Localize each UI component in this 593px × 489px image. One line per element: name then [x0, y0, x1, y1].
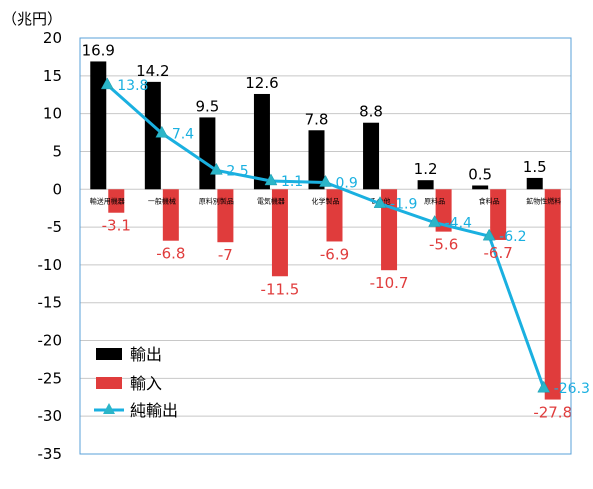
- export-bar: [90, 61, 107, 190]
- y-tick-label: -20: [38, 332, 63, 350]
- export-value-label: 0.5: [468, 165, 492, 183]
- y-tick-label: 5: [52, 142, 62, 160]
- export-bar: [253, 93, 270, 190]
- legend-label-net: 純輸出: [130, 401, 178, 420]
- import-bar: [326, 189, 343, 242]
- import-value-label: -5.6: [429, 236, 458, 254]
- y-tick-label: 0: [52, 180, 62, 198]
- net-export-marker: [482, 228, 496, 241]
- legend-label-import: 輸入: [130, 374, 162, 393]
- net-export-value-label: 0.9: [336, 175, 358, 191]
- category-label: 一般機械: [148, 196, 176, 205]
- export-bar: [144, 81, 161, 190]
- net-export-value-label: -6.2: [499, 229, 526, 245]
- import-value-label: -3.1: [102, 217, 131, 235]
- category-label: 食料品: [479, 196, 500, 205]
- net-export-marker: [428, 215, 442, 227]
- export-value-label: 1.5: [523, 158, 547, 176]
- plot-frame: [79, 37, 572, 455]
- net-export-value-label: 2.5: [226, 163, 248, 179]
- export-bar: [363, 122, 380, 190]
- import-bar: [490, 189, 507, 240]
- net-export-value-label: -1.9: [390, 197, 417, 213]
- export-bar: [199, 117, 216, 190]
- y-tick-label: -30: [38, 407, 63, 425]
- import-bar: [544, 189, 561, 400]
- net-export-marker: [264, 173, 278, 186]
- net-export-marker: [373, 196, 387, 208]
- y-tick-label: -5: [47, 218, 62, 236]
- net-export-marker: [319, 174, 332, 187]
- bars: [90, 61, 561, 400]
- export-value-label: 16.9: [82, 41, 115, 59]
- export-value-label: 8.8: [359, 103, 383, 121]
- net-export-value-label: -26.3: [554, 381, 590, 397]
- category-label: 原料別製品: [199, 196, 234, 205]
- y-unit-label: （兆円）: [2, 10, 62, 28]
- import-value-label: -6.8: [156, 245, 185, 263]
- legend-label-export: 輸出: [130, 345, 162, 364]
- import-value-label: -10.7: [370, 274, 409, 292]
- category-label: 化学製品: [312, 196, 340, 205]
- net-export-value-label: 1.1: [281, 174, 303, 190]
- export-bar: [417, 180, 434, 190]
- net-export-value-label: -4.4: [445, 216, 472, 232]
- y-tick-label: -25: [38, 369, 63, 387]
- net-export-marker: [155, 125, 169, 138]
- y-tick-label: 20: [43, 29, 62, 47]
- export-value-label: 14.2: [136, 62, 169, 80]
- category-label: 原料品: [424, 196, 445, 205]
- net-export-value-label: 7.4: [172, 126, 194, 142]
- net-export-marker: [209, 162, 223, 175]
- net-export-marker: [537, 380, 551, 393]
- y-tick-label: -15: [38, 294, 63, 312]
- import-value-label: -6.9: [320, 245, 349, 263]
- export-value-label: 1.2: [414, 160, 438, 178]
- import-value-label: -11.5: [261, 280, 300, 298]
- import-value-label: -27.8: [533, 404, 572, 422]
- category-labels: 輸送用機器一般機械原料別製品電気機器化学製品その他原料品食料品鉱物性燃料: [90, 196, 561, 205]
- export-value-label: 12.6: [245, 74, 278, 92]
- y-axis-ticks: 20 15 10 5 0 -5 -10 -15 -20 -25 -30 -35: [38, 29, 63, 463]
- import-bar: [108, 189, 125, 213]
- net-export-marker: [100, 77, 114, 90]
- y-tick-label: 15: [43, 67, 62, 85]
- legend-swatch-export: [96, 348, 122, 360]
- category-label: 鉱物性燃料: [526, 196, 561, 205]
- export-bar: [472, 185, 489, 190]
- y-tick-label: -10: [38, 256, 63, 274]
- import-bar: [217, 189, 234, 243]
- import-bar: [162, 189, 179, 241]
- net-export-line: [100, 77, 551, 393]
- import-value-label: -7: [218, 246, 233, 264]
- legend-swatch-import: [96, 377, 122, 389]
- category-label: 輸送用機器: [90, 196, 125, 205]
- import-value-label: -6.7: [484, 244, 513, 262]
- data-labels: 16.9 -3.1 14.2 -6.8 9.5 -7 12.6 -11.5 7.8 -6.9 8.8…: [82, 41, 590, 421]
- net-export-value-label: 13.8: [117, 78, 148, 94]
- legend-marker-net: [103, 403, 115, 414]
- export-bar: [526, 177, 543, 190]
- export-value-label: 9.5: [195, 97, 219, 115]
- y-tick-label: -35: [38, 445, 63, 463]
- import-bar: [435, 189, 452, 232]
- export-bar: [308, 130, 325, 190]
- category-label: 電気機器: [257, 196, 285, 205]
- y-tick-label: 10: [43, 105, 62, 123]
- export-value-label: 7.8: [305, 110, 329, 128]
- import-bar: [271, 189, 288, 277]
